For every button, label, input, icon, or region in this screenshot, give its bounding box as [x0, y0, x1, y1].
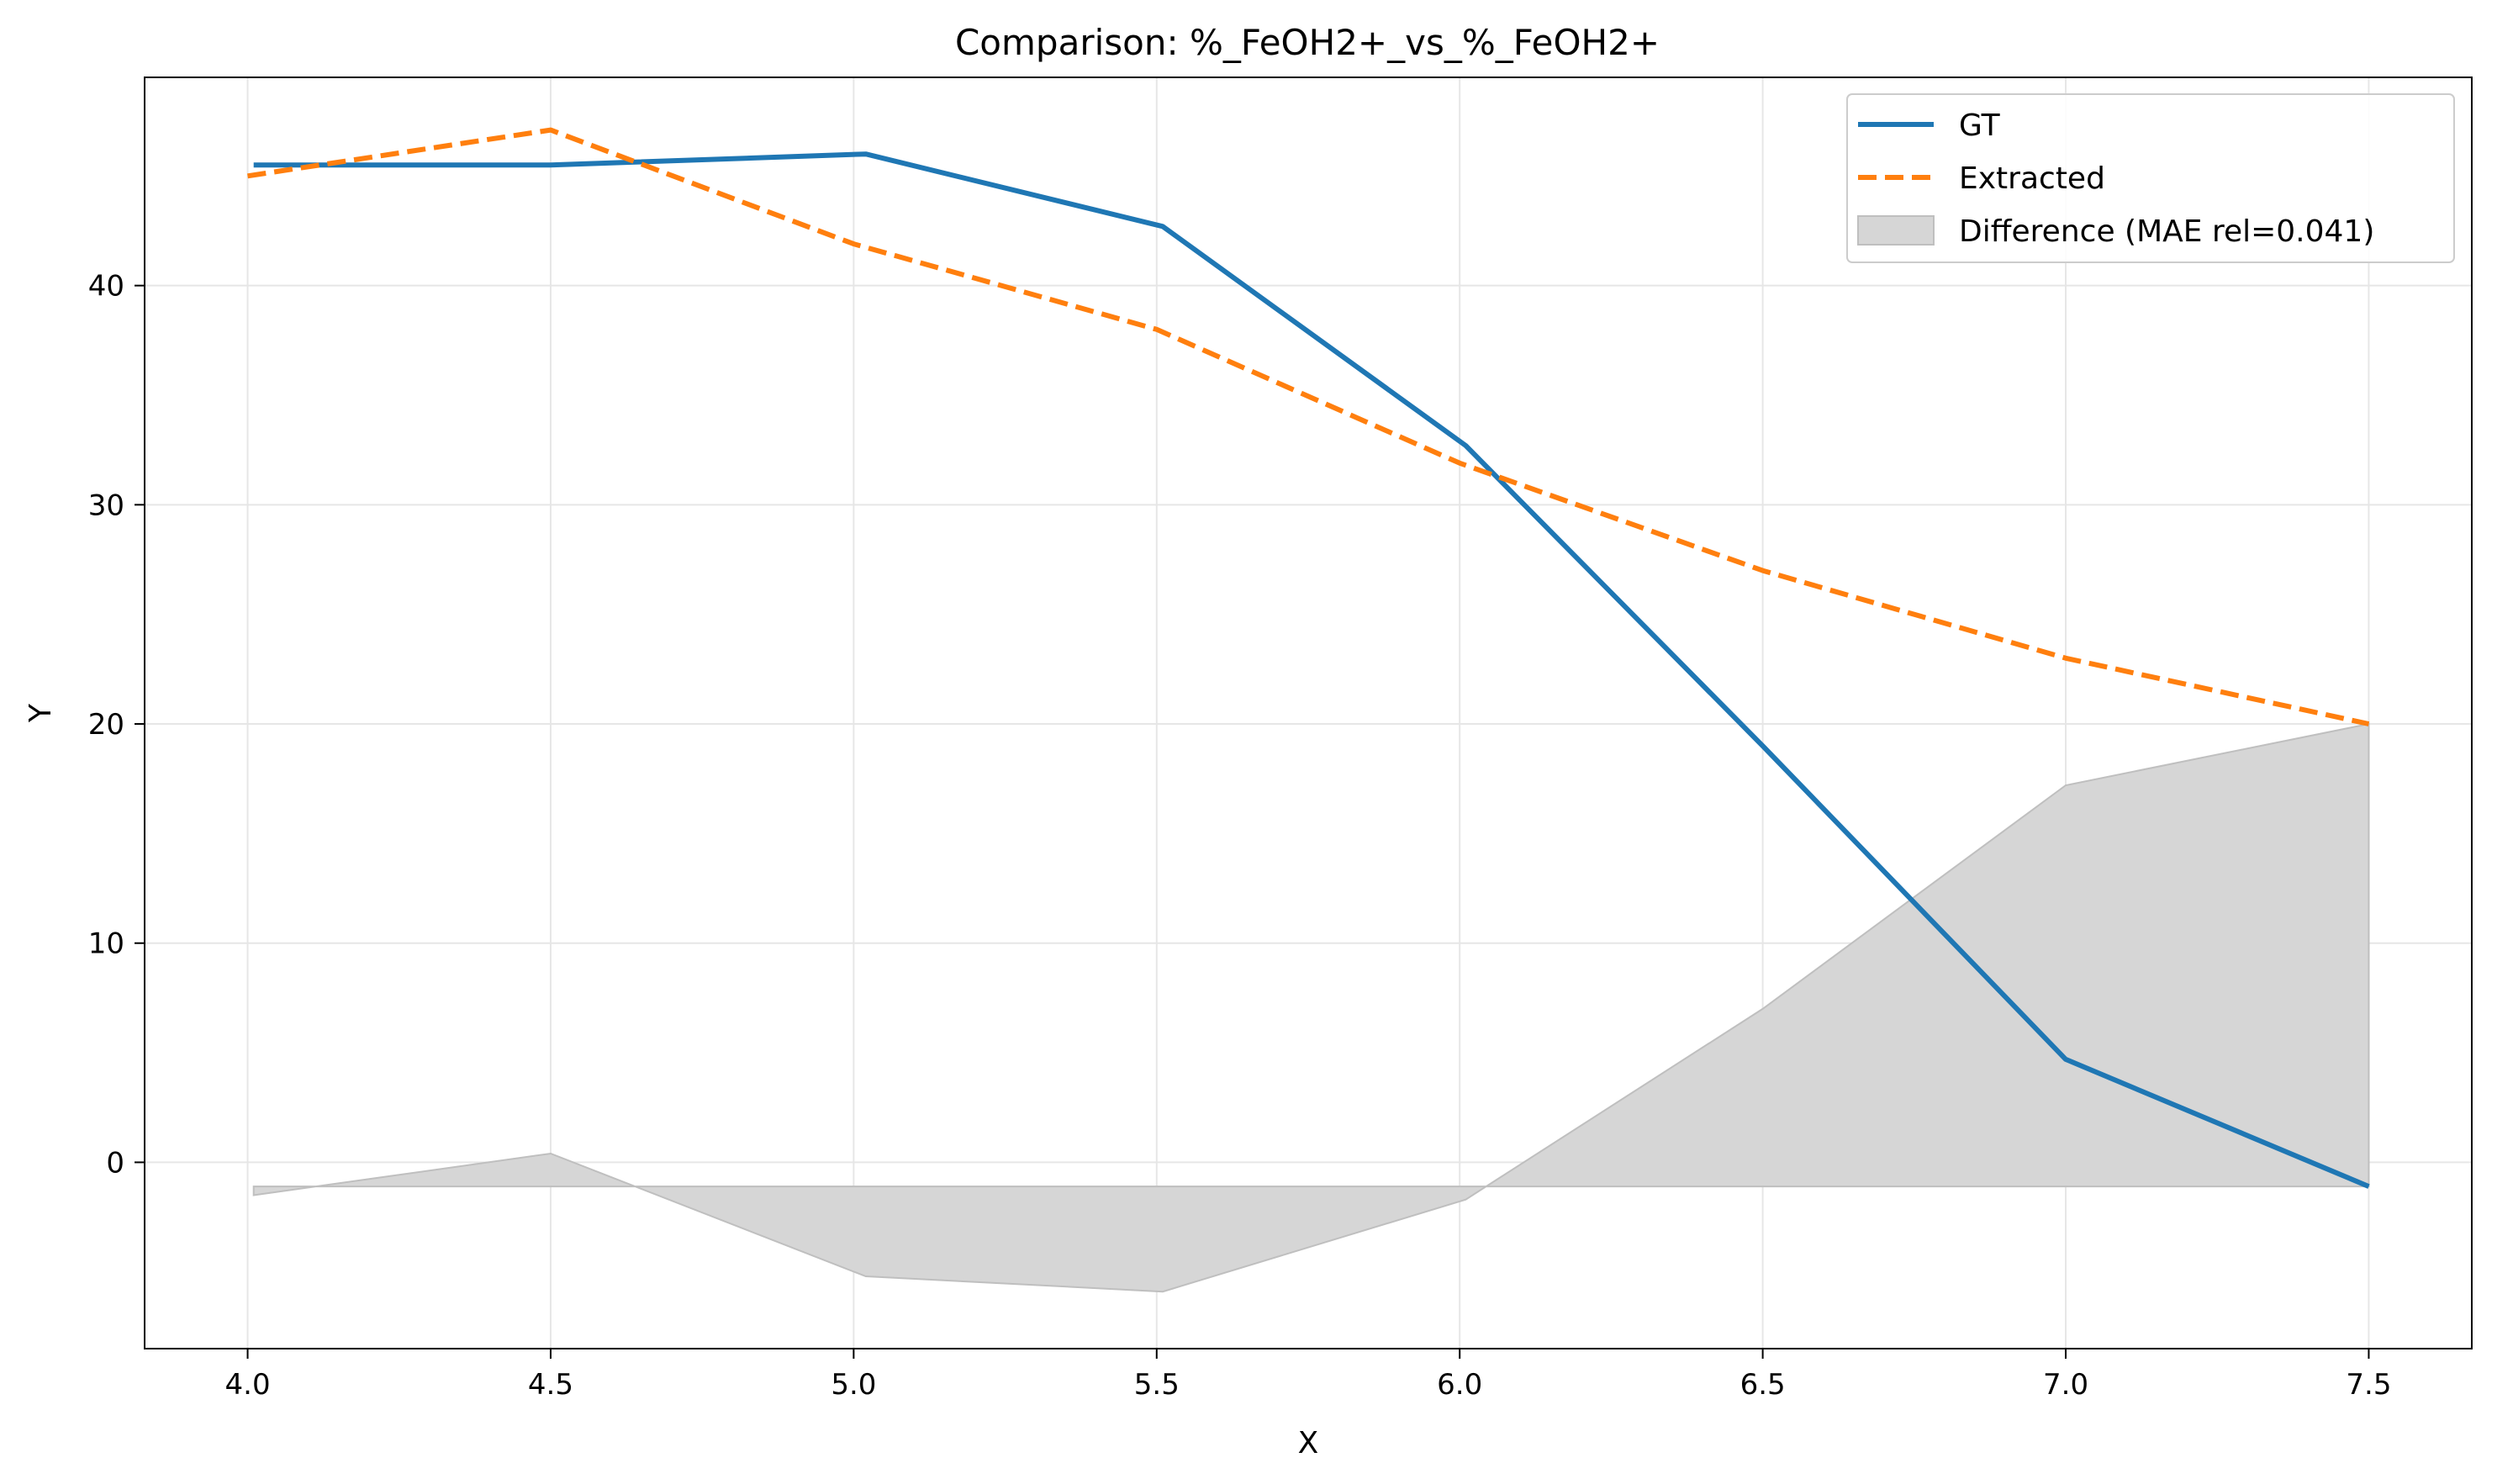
- x-tick-label: 7.0: [2043, 1368, 2088, 1402]
- x-axis-ticks: 4.0 4.5 5.0 5.5 6.0 6.5 7.0 7.5: [225, 1349, 2391, 1402]
- chart-title: Comparison: %_FeOH2+_vs_%_FeOH2+: [955, 22, 1660, 63]
- y-tick-label: 20: [88, 708, 124, 742]
- x-tick-label: 6.0: [1437, 1368, 1482, 1402]
- y-tick-label: 30: [88, 489, 124, 522]
- series-line-extracted: [247, 127, 2370, 726]
- legend: GT Extracted Difference (MAE rel=0.041): [1846, 93, 2455, 263]
- x-tick-label: 5.0: [831, 1368, 876, 1402]
- x-tick-label: 4.0: [225, 1368, 271, 1402]
- y-tick-label: 0: [106, 1146, 124, 1180]
- series-lines: [247, 127, 2370, 1189]
- legend-extracted-label: Extracted: [1959, 161, 2105, 196]
- x-tick-label: 4.5: [528, 1368, 573, 1402]
- y-tick-label: 10: [88, 927, 124, 961]
- y-axis-ticks: 0 10 20 30 40: [88, 270, 145, 1180]
- legend-difference-swatch: [1857, 215, 1935, 246]
- series-line-gt: [253, 151, 2370, 1189]
- plot-frame: [144, 77, 2473, 1349]
- legend-difference-label: Difference (MAE rel=0.041): [1959, 214, 2374, 249]
- x-tick-label: 7.5: [2346, 1368, 2391, 1402]
- x-axis-label: X: [1298, 1426, 1319, 1460]
- y-tick-label: 40: [88, 270, 124, 304]
- y-axis-label: Y: [24, 703, 58, 723]
- x-tick-label: 5.5: [1134, 1368, 1180, 1402]
- x-tick-label: 6.5: [1740, 1368, 1786, 1402]
- legend-box: [1846, 93, 2455, 263]
- legend-gt-label: GT: [1959, 108, 2001, 143]
